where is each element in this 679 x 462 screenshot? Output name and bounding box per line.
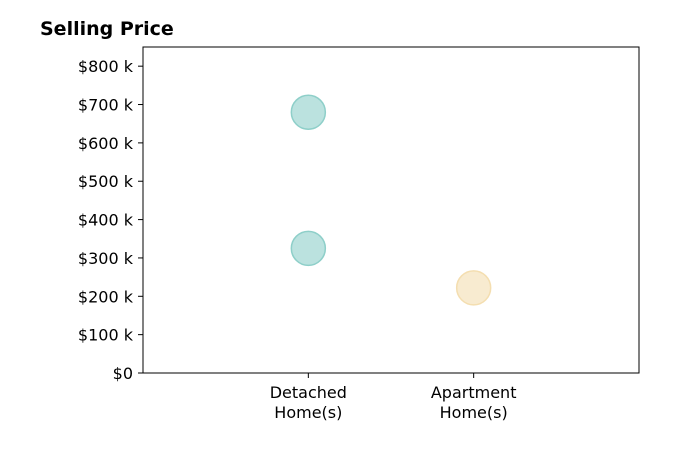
data-point: [290, 230, 327, 267]
y-tick-label: $800 k: [78, 57, 134, 76]
x-tick-label: Detached Home(s): [270, 383, 347, 422]
chart-title: Selling Price: [40, 18, 174, 40]
plot-area-frame: [142, 46, 640, 374]
y-tick-label: $200 k: [78, 287, 134, 306]
x-tick-label: Apartment Home(s): [431, 383, 517, 422]
data-point: [290, 94, 327, 130]
y-tick-label: $600 k: [78, 134, 134, 153]
y-tick-label: $400 k: [78, 211, 134, 230]
y-tick-label: $700 k: [78, 96, 134, 115]
data-point: [455, 270, 492, 306]
y-tick-label: $100 k: [78, 326, 134, 345]
y-tick-label: $500 k: [78, 172, 134, 191]
y-tick-label: $300 k: [78, 249, 134, 268]
y-tick-label: $0: [113, 364, 133, 383]
